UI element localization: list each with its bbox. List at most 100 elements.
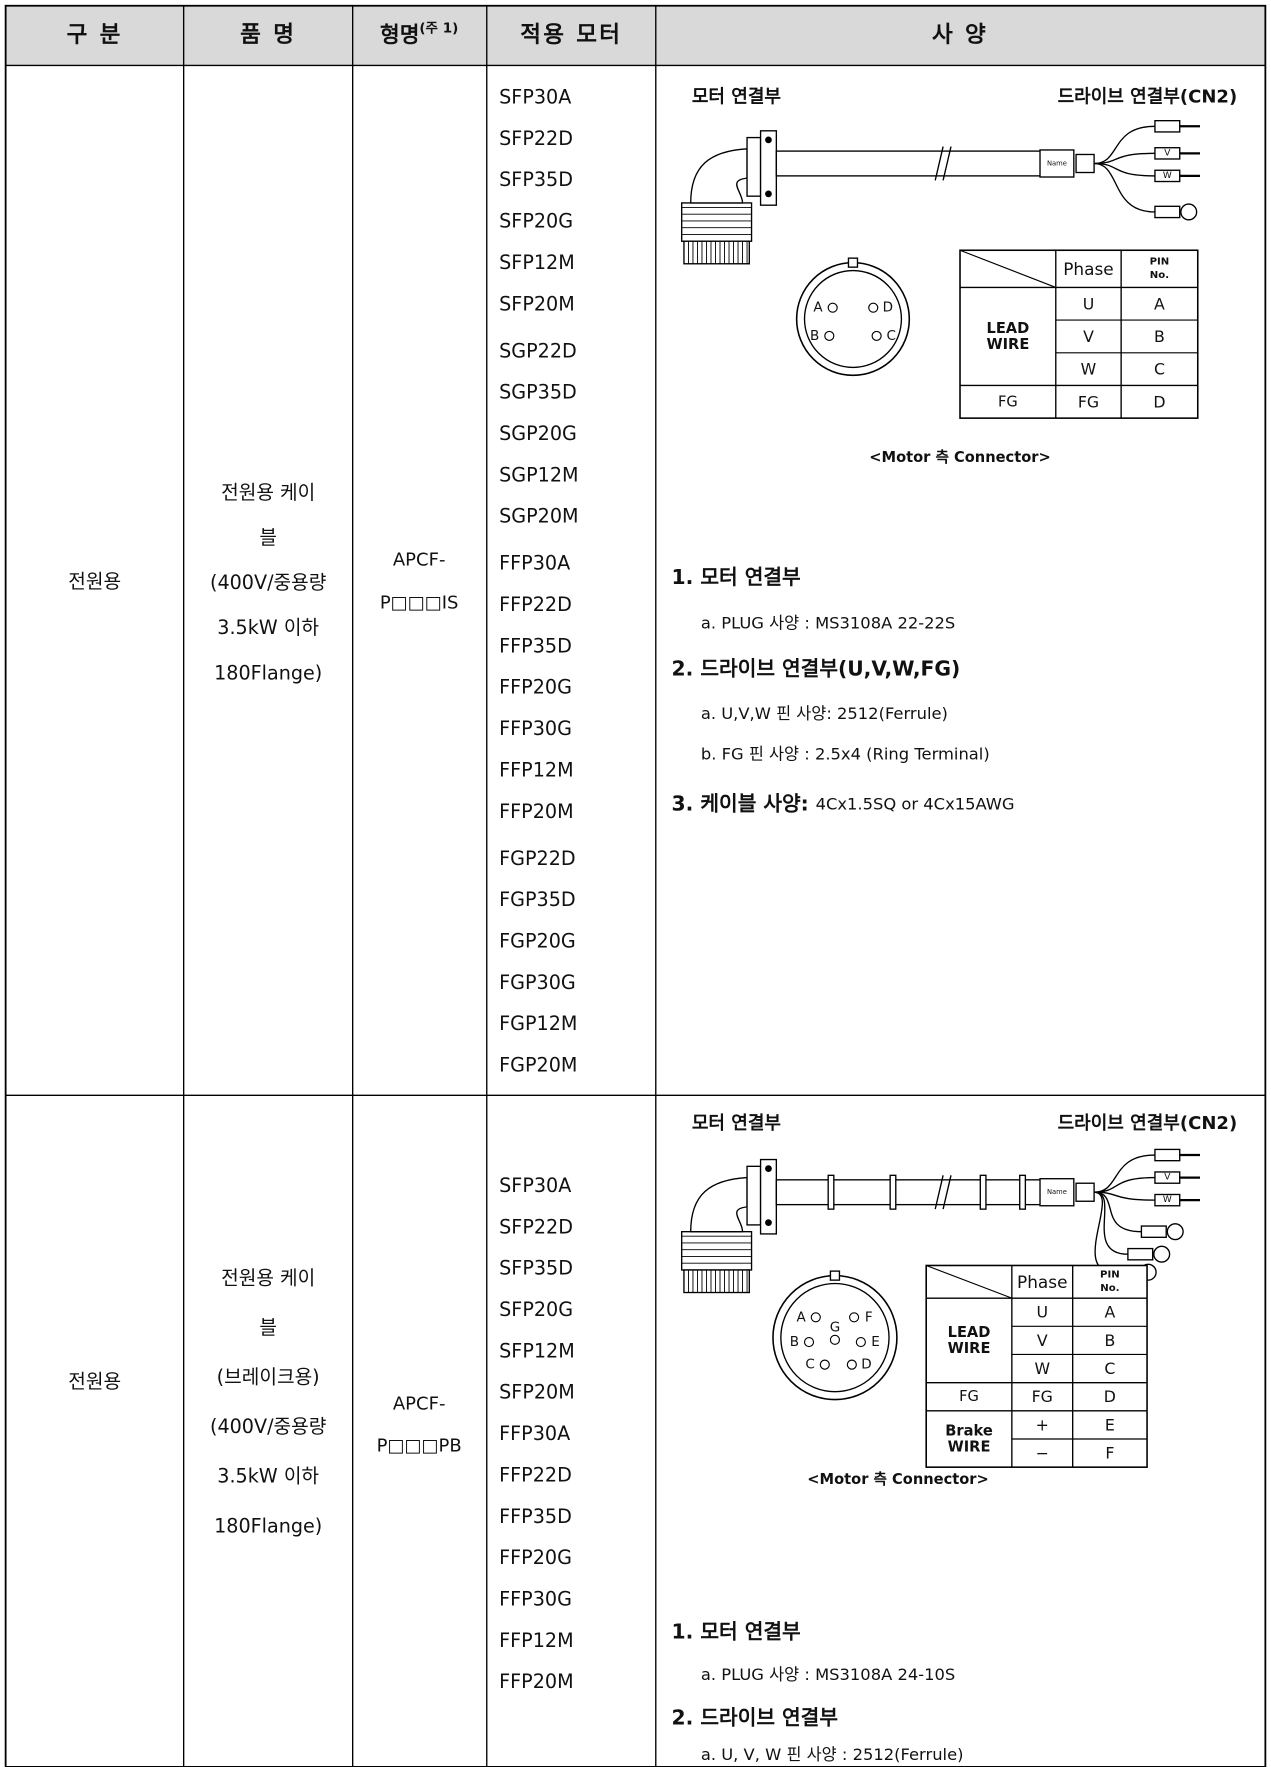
pin-header: No. <box>1100 1283 1119 1294</box>
motor: FGP35D <box>499 888 575 911</box>
model-line: APCF- <box>393 550 446 571</box>
ring-terminal <box>1166 1223 1184 1241</box>
wire <box>1094 1191 1155 1201</box>
plug-body <box>681 202 753 242</box>
pin-hole <box>846 1359 857 1370</box>
cable-clamp <box>889 1174 897 1210</box>
wire <box>1094 1154 1155 1193</box>
note-heading-text: 1. 모터 연결부 <box>672 565 801 589</box>
pin-cell: D <box>1104 1387 1116 1406</box>
pin-cell: C <box>1154 360 1165 379</box>
motor-side-label: 모터 연결부 <box>692 87 782 108</box>
cable-jacket <box>775 150 1059 177</box>
pin-group: FG <box>959 1388 979 1405</box>
note-heading: 2. 드라이브 연결부(U,V,W,FG) <box>672 656 961 680</box>
motor: SFP12M <box>499 1339 575 1362</box>
ring-terminal <box>1180 203 1198 221</box>
plug-flange <box>746 136 762 197</box>
ring-sleeve <box>1154 205 1181 219</box>
pin-hole <box>827 302 838 313</box>
drive-side-label: 드라이브 연결부(CN2) <box>1058 1113 1238 1134</box>
connector-key <box>847 257 859 268</box>
product-line: 블 <box>259 526 277 549</box>
pin-group: Brake <box>945 1423 993 1440</box>
diagonal <box>959 249 1056 288</box>
plug-screw <box>765 1165 772 1172</box>
model-line: P□□□IS <box>380 592 459 613</box>
plug-screw <box>765 1219 772 1227</box>
category: 전원용 <box>68 570 121 593</box>
wire <box>1094 1191 1142 1233</box>
motor: SFP22D <box>499 1215 573 1238</box>
pin-header: Phase <box>1063 259 1113 279</box>
pin-header: PIN <box>1100 1270 1120 1281</box>
pin-letter: G <box>830 1319 840 1335</box>
pin-group: WIRE <box>948 1438 991 1455</box>
pin-header: Phase <box>1017 1272 1067 1292</box>
pin-group: FG <box>998 393 1018 410</box>
note-heading: 3. 케이블 사양: 4Cx1.5SQ or 4Cx15AWG <box>672 791 1015 815</box>
motor: FFP35D <box>499 634 572 657</box>
note-item: a. U, V, W 핀 사양 : 2512(Ferrule) <box>701 1745 964 1764</box>
plug-body <box>681 1230 753 1271</box>
motor: FFP30G <box>499 1588 572 1611</box>
pin-cell: V <box>1037 1331 1048 1350</box>
pin-group: WIRE <box>986 336 1029 353</box>
pin-letter: A <box>797 1309 807 1325</box>
note-item: a. U,V,W 핀 사양: 2512(Ferrule) <box>701 704 948 723</box>
note-heading-text: 2. 드라이브 연결부 <box>672 1705 838 1729</box>
motor-side-label: 모터 연결부 <box>692 1113 782 1134</box>
motor: FFP22D <box>499 1463 572 1486</box>
motor: FFP20M <box>499 1670 573 1693</box>
cable-label: Name <box>1047 1188 1067 1196</box>
pin-letter: C <box>887 328 896 344</box>
sleeve <box>1075 1182 1095 1202</box>
pin-cell: B <box>1104 1331 1115 1350</box>
ferrule <box>1154 119 1181 133</box>
motor: SFP35D <box>499 168 573 191</box>
ring-sleeve <box>1127 1247 1154 1261</box>
motor: SFP20M <box>499 292 575 315</box>
note-heading: 1. 모터 연결부 <box>672 1620 801 1644</box>
motor: FFP12M <box>499 758 573 781</box>
motor: SGP22D <box>499 339 577 362</box>
pin-hole <box>849 1312 860 1323</box>
model-line: APCF- <box>393 1394 446 1415</box>
name-tag <box>1039 1178 1075 1207</box>
motor: FGP20M <box>499 1054 577 1077</box>
pin-hole <box>810 1312 821 1323</box>
cable-break <box>934 146 952 181</box>
pin-cell: U <box>1036 1303 1048 1322</box>
pin-cell: D <box>1153 392 1165 411</box>
pin-letter: E <box>871 1334 880 1350</box>
motor: SFP20G <box>499 1298 573 1321</box>
wire <box>1094 162 1155 213</box>
cable-label: W <box>1163 1195 1172 1205</box>
pin-cell: B <box>1154 327 1165 346</box>
plug-elbow <box>690 148 748 204</box>
motor: SGP20M <box>499 505 578 528</box>
motor: FFP22D <box>499 593 572 616</box>
product-line: 180Flange) <box>214 1514 322 1537</box>
name-tag <box>1039 149 1075 178</box>
product-line: (브레이크용) <box>217 1366 320 1389</box>
note-heading-text: 2. 드라이브 연결부(U,V,W,FG) <box>672 656 961 680</box>
cable-clamp <box>827 1174 835 1210</box>
cable-clamp <box>979 1174 987 1210</box>
cable-label: Name <box>1047 159 1067 167</box>
header-note: (주 1) <box>419 20 458 36</box>
plug-knurl <box>683 1269 750 1294</box>
pin-header: PIN <box>1150 257 1170 268</box>
product-line: 전원용 케이 <box>221 481 315 504</box>
header-cell: 사 양 <box>932 22 988 48</box>
product-line: 3.5kW 이하 <box>217 1465 319 1488</box>
header-cell: 구 분 <box>67 22 123 48</box>
header-cell: 형명(주 1) <box>380 20 458 47</box>
pin-cell: FG <box>1032 1387 1053 1406</box>
header-cell: 품 명 <box>240 22 296 48</box>
motor: SFP20M <box>499 1381 575 1404</box>
cable-label: V <box>1164 1173 1171 1183</box>
plug-screw <box>765 190 772 198</box>
